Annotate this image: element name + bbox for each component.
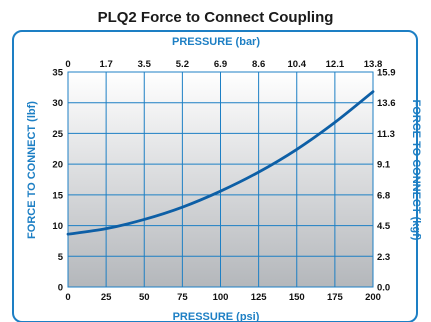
series-line	[66, 90, 375, 236]
y-tick-label: 20	[52, 160, 63, 171]
x-tick-label: 75	[177, 292, 188, 303]
chart-title: PLQ2 Force to Connect Coupling	[98, 9, 334, 26]
right-axis-title: FORCE TO CONNECT (kgf)	[410, 100, 422, 241]
x-tick-label: 125	[251, 292, 268, 303]
right-tick-label: 0.0	[377, 283, 390, 294]
top-tick-label: 10.4	[288, 59, 307, 70]
top-tick-label: 12.1	[326, 59, 345, 70]
x-tick-label: 25	[101, 292, 112, 303]
x-tick-label: 200	[365, 292, 381, 303]
right-tick-label: 6.8	[377, 190, 390, 201]
tick-labels: 00251.7503.5755.21006.91258.615010.41751…	[52, 59, 395, 303]
y-tick-label: 30	[52, 98, 63, 109]
x-tick-label: 150	[289, 292, 305, 303]
y-axis-title: FORCE TO CONNECT (lbf)	[26, 101, 38, 239]
x-tick-label: 175	[327, 292, 344, 303]
top-axis-title: PRESSURE (bar)	[172, 36, 260, 48]
y-tick-label: 15	[52, 190, 63, 201]
top-tick-label: 0	[65, 59, 70, 70]
series-lines	[66, 90, 375, 236]
right-tick-label: 9.1	[377, 160, 391, 171]
x-axis-title: PRESSURE (psi)	[173, 311, 260, 322]
y-tick-label: 5	[58, 252, 64, 263]
y-tick-label: 0	[58, 283, 63, 294]
x-tick-label: 0	[65, 292, 70, 303]
x-tick-label: 50	[139, 292, 150, 303]
right-tick-label: 11.3	[377, 129, 395, 140]
top-tick-label: 13.8	[364, 59, 383, 70]
y-tick-label: 25	[52, 129, 63, 140]
right-tick-label: 2.3	[377, 252, 390, 263]
chart-frame	[12, 30, 418, 322]
right-tick-label: 15.9	[377, 68, 396, 79]
top-tick-label: 5.2	[176, 59, 189, 70]
top-tick-label: 3.5	[138, 59, 152, 70]
y-tick-label: 35	[52, 68, 63, 79]
right-tick-label: 13.6	[377, 98, 396, 109]
x-tick-label: 100	[213, 292, 229, 303]
y-tick-label: 10	[52, 221, 63, 232]
right-tick-label: 4.5	[377, 221, 391, 232]
top-tick-label: 1.7	[100, 59, 113, 70]
top-tick-label: 8.6	[252, 59, 265, 70]
top-tick-label: 6.9	[214, 59, 227, 70]
